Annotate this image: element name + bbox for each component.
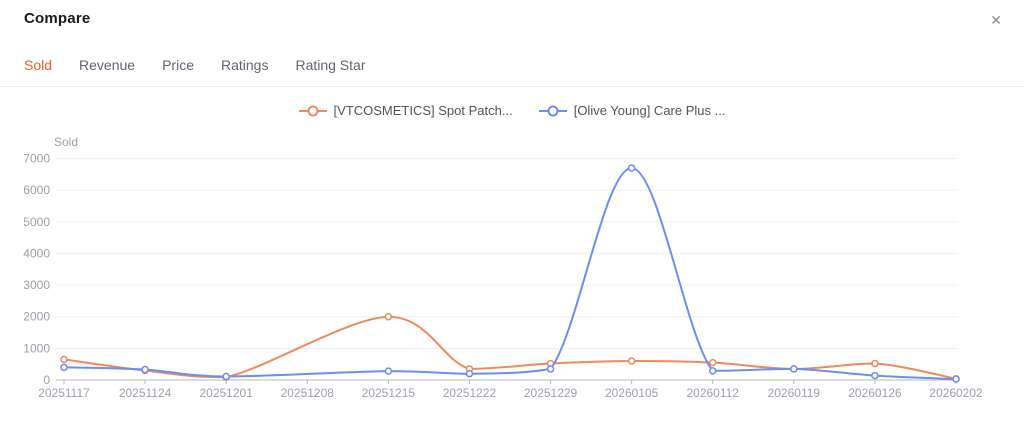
data-point-marker[interactable] — [708, 367, 717, 375]
data-point-marker[interactable] — [141, 365, 149, 374]
data-point-marker[interactable] — [627, 357, 636, 365]
x-tick-label: 20260126 — [848, 386, 902, 400]
tab-rating-star[interactable]: Rating Star — [295, 57, 366, 73]
divider — [0, 86, 1024, 87]
close-icon[interactable]: ✕ — [990, 12, 1002, 28]
legend-item[interactable]: [VTCOSMETICS] Spot Patch... — [298, 103, 513, 118]
data-point-marker[interactable] — [708, 358, 717, 367]
tab-price[interactable]: Price — [162, 57, 194, 73]
data-point-marker[interactable] — [60, 363, 68, 372]
legend-label: [VTCOSMETICS] Spot Patch... — [333, 103, 513, 118]
y-tick-label: 0 — [43, 373, 50, 387]
data-point-marker[interactable] — [222, 372, 230, 381]
tab-sold[interactable]: Sold — [24, 57, 53, 73]
legend-label: [Olive Young] Care Plus ... — [573, 103, 726, 118]
x-tick-label: 20251117 — [38, 386, 90, 400]
data-point-marker[interactable] — [546, 365, 555, 373]
legend-item[interactable]: [Olive Young] Care Plus ... — [538, 103, 726, 118]
tab-ratings[interactable]: Ratings — [220, 57, 269, 73]
data-point-marker[interactable] — [60, 355, 68, 364]
data-point-marker[interactable] — [871, 371, 879, 380]
series-line — [63, 315, 957, 380]
tab-revenue[interactable]: Revenue — [79, 57, 136, 73]
y-tick-label: 4000 — [23, 246, 50, 260]
data-point-marker[interactable] — [627, 164, 636, 172]
series-line — [63, 166, 957, 381]
data-point-marker[interactable] — [465, 369, 474, 378]
y-tick-label: 5000 — [23, 215, 50, 229]
data-point-marker[interactable] — [790, 365, 798, 373]
y-tick-label: 7000 — [23, 152, 50, 166]
x-tick-label: 20260112 — [686, 386, 739, 400]
x-tick-label: 20251222 — [443, 386, 497, 400]
legend-line-marker-icon — [538, 105, 567, 116]
y-tick-label: 6000 — [23, 183, 50, 197]
data-point-marker[interactable] — [871, 359, 879, 368]
tab-bar: Sold Revenue Price Ratings Rating Star — [24, 57, 366, 73]
legend-line-marker-icon — [298, 105, 327, 116]
data-point-marker[interactable] — [952, 375, 960, 383]
y-axis-title: Sold — [54, 135, 78, 149]
x-tick-label: 20251124 — [119, 386, 172, 400]
y-tick-label: 2000 — [23, 310, 50, 324]
data-point-marker[interactable] — [384, 367, 393, 375]
chart-legend: [VTCOSMETICS] Spot Patch... [Olive Young]… — [0, 103, 1024, 118]
data-point-marker[interactable] — [384, 312, 393, 321]
x-tick-label: 20260202 — [929, 386, 983, 400]
chart-canvas[interactable]: Sold 0 1000 2000 3000 4000 5000 6000 7000 2025111… — [0, 133, 1024, 423]
x-tick-label: 20260119 — [768, 386, 821, 400]
x-tick-label: 20251208 — [281, 386, 335, 400]
x-tick-label: 20251201 — [199, 386, 253, 400]
x-tick-label: 20260105 — [605, 386, 659, 400]
x-tick-label: 20251215 — [362, 386, 416, 400]
x-tick-label: 20251229 — [524, 386, 578, 400]
y-tick-label: 1000 — [23, 341, 50, 355]
page-title: Compare — [24, 10, 91, 27]
y-tick-label: 3000 — [23, 278, 50, 292]
